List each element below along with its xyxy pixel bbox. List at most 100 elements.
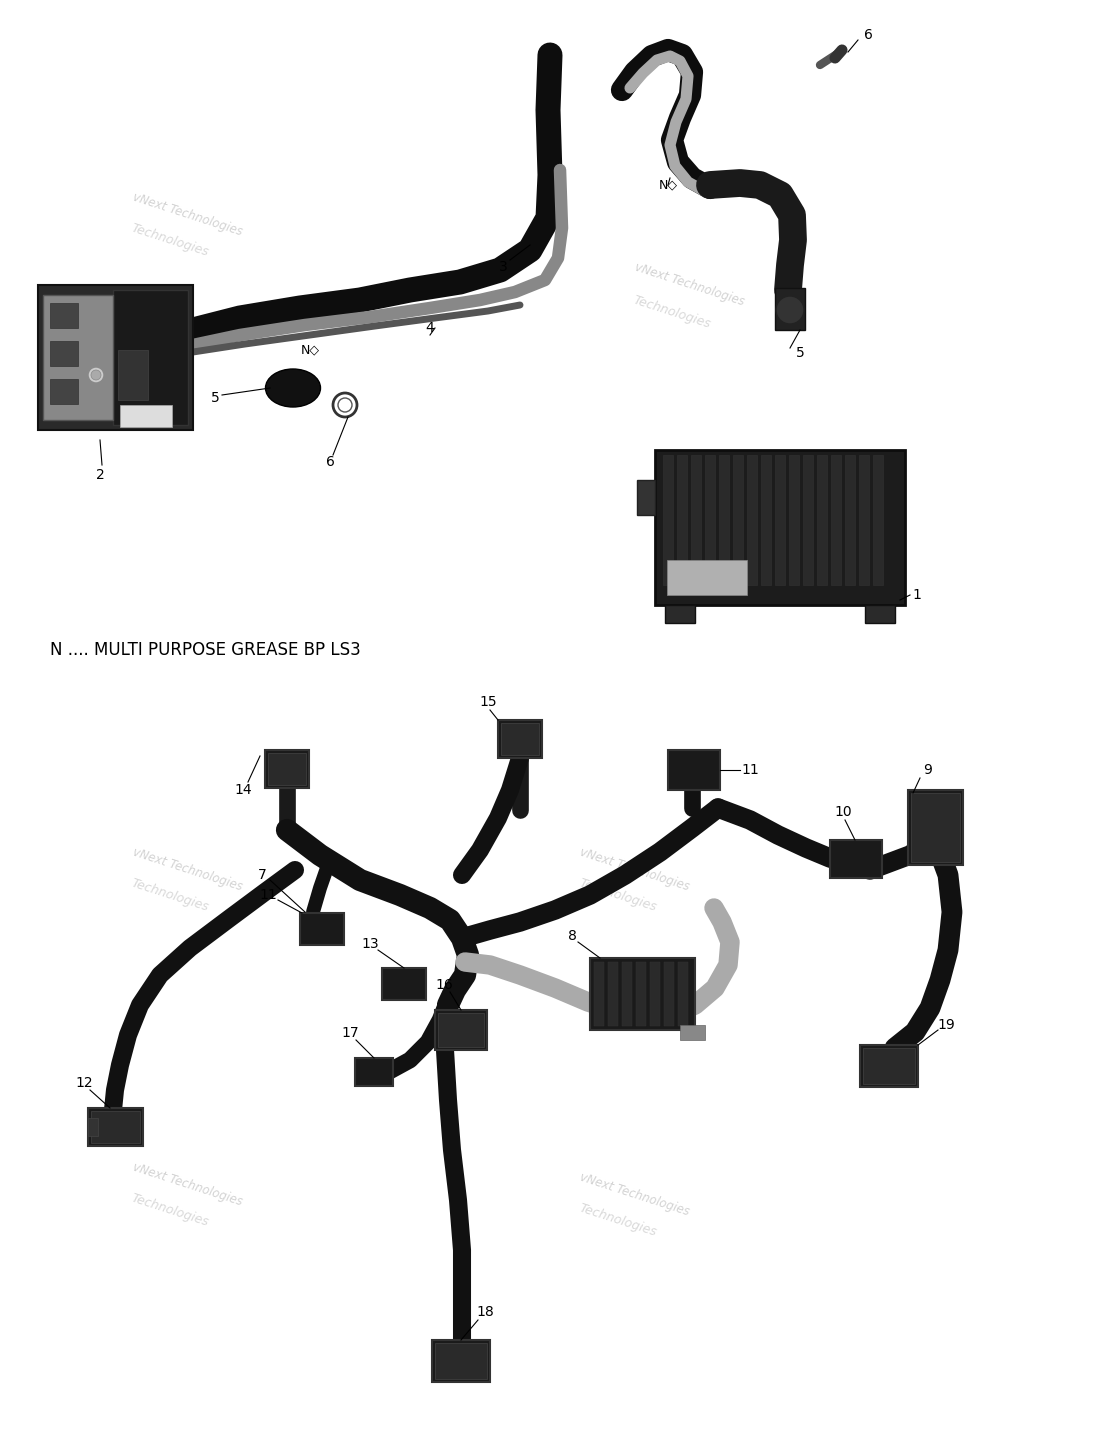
Text: 2: 2 [96,468,105,482]
Text: 3: 3 [498,260,507,274]
Bar [803,455,813,585]
Bar [775,287,805,331]
Bar [120,404,172,427]
Bar [608,962,618,1027]
Bar [590,957,695,1030]
Bar [677,455,687,585]
Text: 19: 19 [937,1018,955,1032]
Bar [691,455,701,585]
Text: 17: 17 [341,1027,359,1040]
Bar [622,962,632,1027]
Text: 6: 6 [864,27,873,42]
Text: vNext Technologies: vNext Technologies [578,846,692,894]
Text: Technologies: Technologies [577,877,658,914]
Circle shape [91,370,101,380]
Text: Technologies: Technologies [129,221,210,258]
Bar [435,1009,487,1050]
Bar [88,1118,98,1136]
Bar [498,721,542,758]
Bar [858,455,868,585]
Text: 16: 16 [435,978,453,992]
Bar [50,378,78,404]
Text: vNext Technologies: vNext Technologies [131,846,245,894]
Bar [651,962,661,1027]
Bar [719,455,729,585]
Circle shape [88,367,105,383]
Text: 7: 7 [258,868,267,882]
Bar [300,913,344,944]
Bar [860,1045,919,1087]
Text: vNext Technologies: vNext Technologies [578,1171,692,1219]
Bar [268,752,306,786]
Text: 12: 12 [76,1076,92,1090]
Text: 9: 9 [924,762,933,777]
Bar [663,455,673,585]
Text: N .... MULTI PURPOSE GREASE BP LS3: N .... MULTI PURPOSE GREASE BP LS3 [50,641,360,658]
Bar [845,455,855,585]
Bar [909,790,963,865]
Circle shape [776,296,804,323]
Bar [775,455,785,585]
Text: 1: 1 [913,588,922,602]
Text: 5: 5 [795,347,804,360]
Text: 4: 4 [426,321,435,335]
Bar [50,303,78,328]
Bar [431,1340,490,1382]
Ellipse shape [266,370,320,407]
Text: vNext Technologies: vNext Technologies [131,1161,245,1209]
Text: N◇: N◇ [300,344,319,357]
Bar [665,605,695,622]
Text: vNext Technologies: vNext Technologies [634,261,746,309]
Bar [38,284,193,430]
Text: vNext Technologies: vNext Technologies [131,191,245,238]
Bar [637,479,655,516]
Text: Technologies: Technologies [129,877,210,914]
Text: Technologies: Technologies [632,293,713,331]
Bar [636,962,646,1027]
Text: 18: 18 [476,1305,494,1318]
Bar [43,295,113,420]
Text: 8: 8 [567,928,576,943]
Bar [790,455,800,585]
Bar [761,455,771,585]
Bar [747,455,757,585]
Bar [678,962,688,1027]
Text: 13: 13 [361,937,379,952]
Text: 14: 14 [235,783,251,797]
Bar [435,1343,487,1379]
Bar [733,455,743,585]
Text: 11: 11 [741,762,758,777]
Bar [865,605,895,622]
Text: 6: 6 [326,455,335,469]
Text: Technologies: Technologies [577,1201,658,1239]
Bar [830,840,882,878]
Bar [265,749,309,788]
Bar [667,560,747,595]
Bar [655,451,905,605]
Bar [91,1110,140,1144]
Bar [502,723,539,755]
Bar [383,967,426,1001]
Bar [664,962,674,1027]
Bar [817,455,827,585]
Text: N◇: N◇ [658,179,677,192]
Bar [873,455,883,585]
Text: 10: 10 [834,804,852,819]
Bar [594,962,604,1027]
Bar [911,793,960,862]
Bar [113,290,188,425]
Bar [681,1025,705,1040]
Text: 11: 11 [259,888,277,902]
Bar [705,455,715,585]
Bar [438,1014,484,1047]
Bar [118,349,148,400]
Bar [863,1048,915,1084]
Text: 15: 15 [479,695,497,709]
Bar [88,1108,143,1147]
Bar [355,1058,393,1086]
Bar [831,455,841,585]
Bar [50,341,78,365]
Text: 5: 5 [210,391,219,404]
Bar [668,749,719,790]
Text: Technologies: Technologies [129,1191,210,1229]
